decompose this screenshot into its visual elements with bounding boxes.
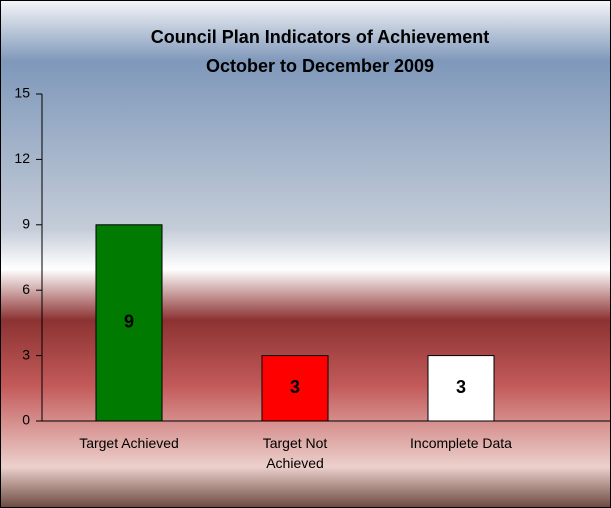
y-tick-label: 15 <box>14 85 30 101</box>
bar <box>95 224 163 422</box>
y-tick-label: 6 <box>22 281 30 297</box>
y-tick-label: 0 <box>22 412 30 428</box>
y-tick-label: 9 <box>22 216 30 232</box>
chart-title: Council Plan Indicators of Achievement <box>151 27 489 47</box>
chart-subtitle: October to December 2009 <box>206 56 434 76</box>
bar <box>261 355 329 422</box>
x-tick-label: Incomplete Data <box>410 435 512 451</box>
x-tick-label: Target Achieved <box>79 435 179 451</box>
bar <box>427 355 495 422</box>
data-label: 3 <box>456 377 466 397</box>
y-tick-label: 3 <box>22 346 30 362</box>
data-label: 3 <box>290 377 300 397</box>
data-label: 9 <box>124 312 134 332</box>
x-tick-label: Target Not Achieved <box>262 435 328 471</box>
y-tick-label: 12 <box>14 150 30 166</box>
